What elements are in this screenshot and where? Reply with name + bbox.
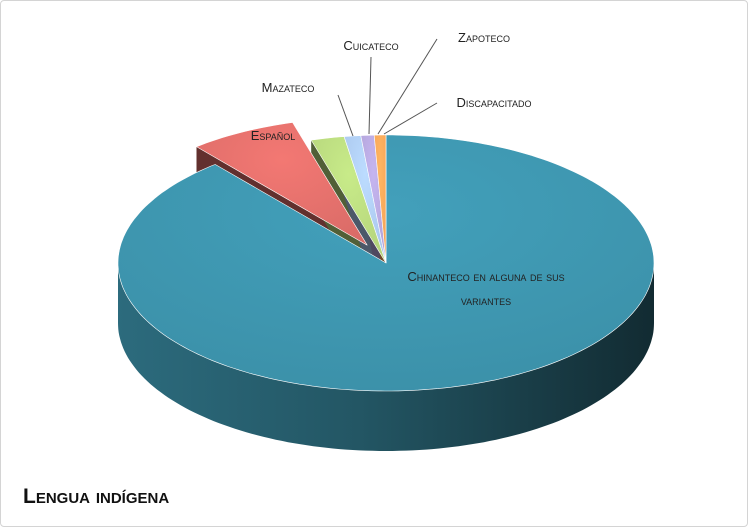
pie-slice — [310, 136, 387, 264]
leader-line — [368, 56, 372, 135]
slice-label: Cuicateco — [343, 38, 399, 53]
leader-line — [377, 38, 438, 135]
slice-label: Mazateco — [261, 80, 315, 95]
slice-side — [118, 263, 654, 451]
pie-slice — [373, 134, 387, 264]
leader-line — [383, 102, 438, 135]
slice-label: Español — [250, 128, 296, 143]
slice-label: Discapacitado — [456, 95, 532, 110]
leader-line — [337, 94, 354, 137]
pie-slice — [195, 122, 368, 246]
slice-label: Zapoteco — [458, 30, 510, 45]
chart-title: Lengua indígena — [23, 485, 170, 508]
slice-label: Chinanteco en alguna de sus variantes — [407, 269, 565, 308]
